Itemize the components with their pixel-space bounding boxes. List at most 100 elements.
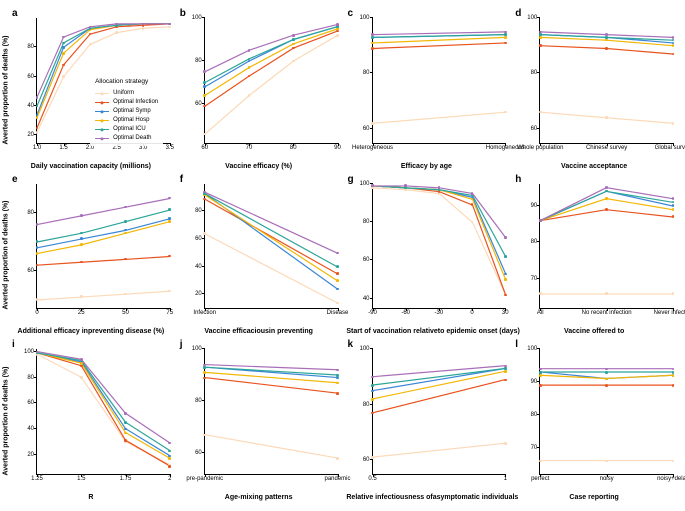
y-tick: 80 — [531, 239, 538, 245]
marker-hosp — [80, 362, 83, 365]
legend-item-infection: Optimal Infection — [95, 98, 158, 107]
legend-item-icu: Optimal ICU — [95, 125, 158, 134]
markers-svg — [205, 349, 338, 474]
marker-infection — [672, 53, 675, 56]
legend-line-icon — [95, 129, 109, 130]
panel-i: i204060801001.251.51.752Averted proporti… — [8, 339, 174, 503]
marker-uniform — [539, 460, 542, 463]
legend-label: Optimal Death — [113, 134, 151, 143]
x-axis-label: Daily vaccination capacity (millions) — [11, 163, 171, 170]
marker-death — [336, 252, 339, 255]
marker-death — [36, 96, 39, 99]
marker-icu — [336, 265, 339, 268]
marker-death — [539, 31, 542, 34]
marker-hosp — [504, 370, 507, 373]
y-tick: 100 — [24, 349, 34, 355]
marker-icu — [203, 81, 206, 84]
markers-svg — [540, 184, 673, 309]
x-axis-label: Additional efficacy inpreventing disease… — [11, 328, 171, 335]
y-tick: 60 — [363, 457, 370, 463]
marker-death — [504, 236, 507, 239]
marker-uniform — [605, 460, 608, 463]
marker-death — [248, 49, 251, 52]
panel-letter: e — [12, 174, 18, 185]
plot-area: 204060801001.251.51.752 — [36, 349, 170, 475]
y-tick: 70 — [531, 276, 538, 282]
x-tick: noisy+delay — [657, 476, 685, 482]
y-tick: 60 — [27, 400, 34, 406]
panel-letter: i — [12, 339, 15, 350]
marker-uniform — [605, 292, 608, 295]
x-axis-label: Case reporting — [514, 494, 674, 501]
marker-death — [36, 223, 39, 226]
plot-area: 6080100HeterogeneousHomogeneous — [372, 18, 506, 144]
marker-death — [336, 23, 339, 26]
legend: Allocation strategy UniformOptimal Infect… — [90, 74, 163, 146]
marker-hosp — [62, 52, 65, 55]
marker-hosp — [672, 44, 675, 47]
legend-title: Allocation strategy — [95, 77, 158, 87]
markers-svg — [373, 349, 506, 474]
x-axis-label: Vaccine efficacy (%) — [179, 163, 339, 170]
marker-hosp — [371, 398, 374, 401]
marker-hosp — [504, 36, 507, 39]
legend-line-icon — [95, 111, 109, 112]
y-tick: 20 — [27, 452, 34, 458]
marker-icu — [336, 374, 339, 377]
marker-icu — [168, 208, 171, 211]
y-tick: 20 — [27, 132, 34, 138]
marker-hosp — [371, 42, 374, 45]
plot-area: 6080100pre-pandemicpandemic — [204, 349, 338, 475]
marker-infection — [62, 64, 65, 67]
marker-uniform — [80, 376, 83, 379]
y-axis-label: Averted proportion of deaths (%) — [3, 35, 10, 144]
markers-svg — [373, 184, 506, 309]
x-axis-label: Vaccine offered to — [514, 328, 674, 335]
y-tick: 60 — [363, 126, 370, 132]
marker-hosp — [80, 243, 83, 246]
marker-death — [672, 197, 675, 200]
legend-item-hosp: Optimal Hosp — [95, 116, 158, 125]
y-tick: 90 — [531, 203, 538, 209]
panel-letter: l — [515, 339, 518, 350]
plot-area: 20406080InfectionDisease — [204, 184, 338, 310]
marker-uniform — [371, 122, 374, 125]
marker-death — [168, 23, 171, 26]
marker-icu — [672, 201, 675, 204]
marker-death — [504, 31, 507, 34]
y-tick: 40 — [27, 103, 34, 109]
panel-e: e60800255075Averted proportion of deaths… — [8, 174, 174, 338]
panel-letter: d — [515, 8, 521, 19]
marker-hosp — [168, 220, 171, 223]
legend-item-symp: Optimal Symp — [95, 107, 158, 116]
y-tick: 80 — [363, 219, 370, 225]
panel-letter: j — [180, 339, 183, 350]
legend-label: Uniform — [113, 89, 134, 98]
marker-infection — [336, 272, 339, 275]
panel-letter: h — [515, 174, 521, 185]
y-tick: 100 — [527, 346, 537, 352]
marker-infection — [336, 30, 339, 33]
x-axis-label: R — [11, 494, 171, 501]
y-tick: 40 — [27, 426, 34, 432]
marker-uniform — [203, 232, 206, 235]
marker-symp — [80, 237, 83, 240]
marker-infection — [672, 384, 675, 387]
marker-hosp — [203, 94, 206, 97]
marker-icu — [504, 367, 507, 370]
y-tick: 80 — [363, 402, 370, 408]
marker-hosp — [539, 374, 542, 377]
marker-infection — [371, 47, 374, 50]
marker-infection — [336, 392, 339, 395]
y-tick: 100 — [359, 15, 369, 21]
y-axis-label: Averted proportion of deaths (%) — [3, 367, 10, 476]
marker-death — [504, 365, 507, 368]
plot-area: 6080100Whole populationChinese surveyGlo… — [539, 18, 673, 144]
marker-icu — [539, 371, 542, 374]
marker-symp — [672, 204, 675, 207]
marker-uniform — [504, 442, 507, 445]
marker-infection — [539, 384, 542, 387]
marker-symp — [504, 273, 507, 276]
marker-icu — [124, 421, 127, 424]
marker-infection — [504, 379, 507, 382]
